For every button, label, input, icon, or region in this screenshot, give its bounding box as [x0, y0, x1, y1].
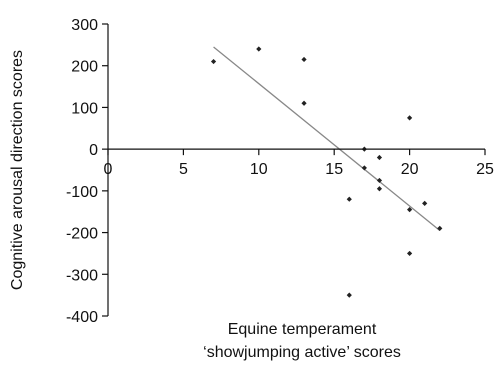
data-point [376, 186, 383, 192]
y-tick-label: -300 [66, 267, 98, 284]
data-point [407, 250, 413, 257]
y-axis: 300 200 100 0 -100 -200 -300 -400 [66, 17, 109, 326]
data-point [301, 100, 307, 106]
data-point [407, 207, 413, 213]
x-tick-label: 5 [179, 161, 188, 178]
x-tick-label: 15 [325, 161, 343, 178]
x-axis-title-line1: Equine temperament [228, 321, 377, 338]
data-point [407, 115, 413, 121]
data-point [376, 177, 383, 184]
x-axis-title-line2: ‘showjumping active’ scores [203, 344, 401, 361]
y-tick-label: -100 [66, 184, 98, 201]
data-point [256, 46, 262, 52]
data-point [346, 292, 352, 298]
data-point [210, 58, 217, 65]
x-tick-label: 25 [476, 161, 494, 178]
x-tick-label: 20 [401, 161, 419, 178]
data-point [301, 56, 307, 63]
data-point [361, 165, 367, 171]
y-tick-label: 300 [71, 17, 98, 34]
x-tick-label: 0 [104, 161, 113, 178]
data-point [346, 196, 352, 202]
trend-line [213, 46, 441, 231]
data-point [376, 154, 383, 161]
y-tick-label: -400 [66, 309, 98, 326]
y-tick-label: -200 [66, 226, 98, 243]
y-tick-label: 100 [71, 100, 98, 117]
data-point [422, 200, 428, 206]
y-axis-title: Cognitive arousal direction scores [9, 50, 26, 290]
plot-area [210, 46, 443, 298]
x-axis: 0 5 10 15 20 25 [104, 148, 494, 178]
y-tick-label: 0 [89, 142, 98, 159]
y-tick-label: 200 [71, 59, 98, 76]
x-tick-label: 10 [250, 161, 268, 178]
data-point [437, 225, 443, 231]
